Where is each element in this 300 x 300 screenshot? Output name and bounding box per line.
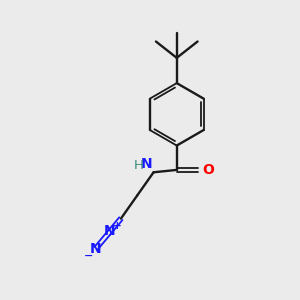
Text: +: + — [112, 221, 121, 231]
Text: N: N — [90, 242, 101, 256]
Text: N: N — [141, 158, 153, 171]
Text: O: O — [202, 163, 214, 177]
Text: −: − — [84, 250, 93, 260]
Text: N: N — [104, 224, 116, 238]
Text: H: H — [134, 159, 144, 172]
